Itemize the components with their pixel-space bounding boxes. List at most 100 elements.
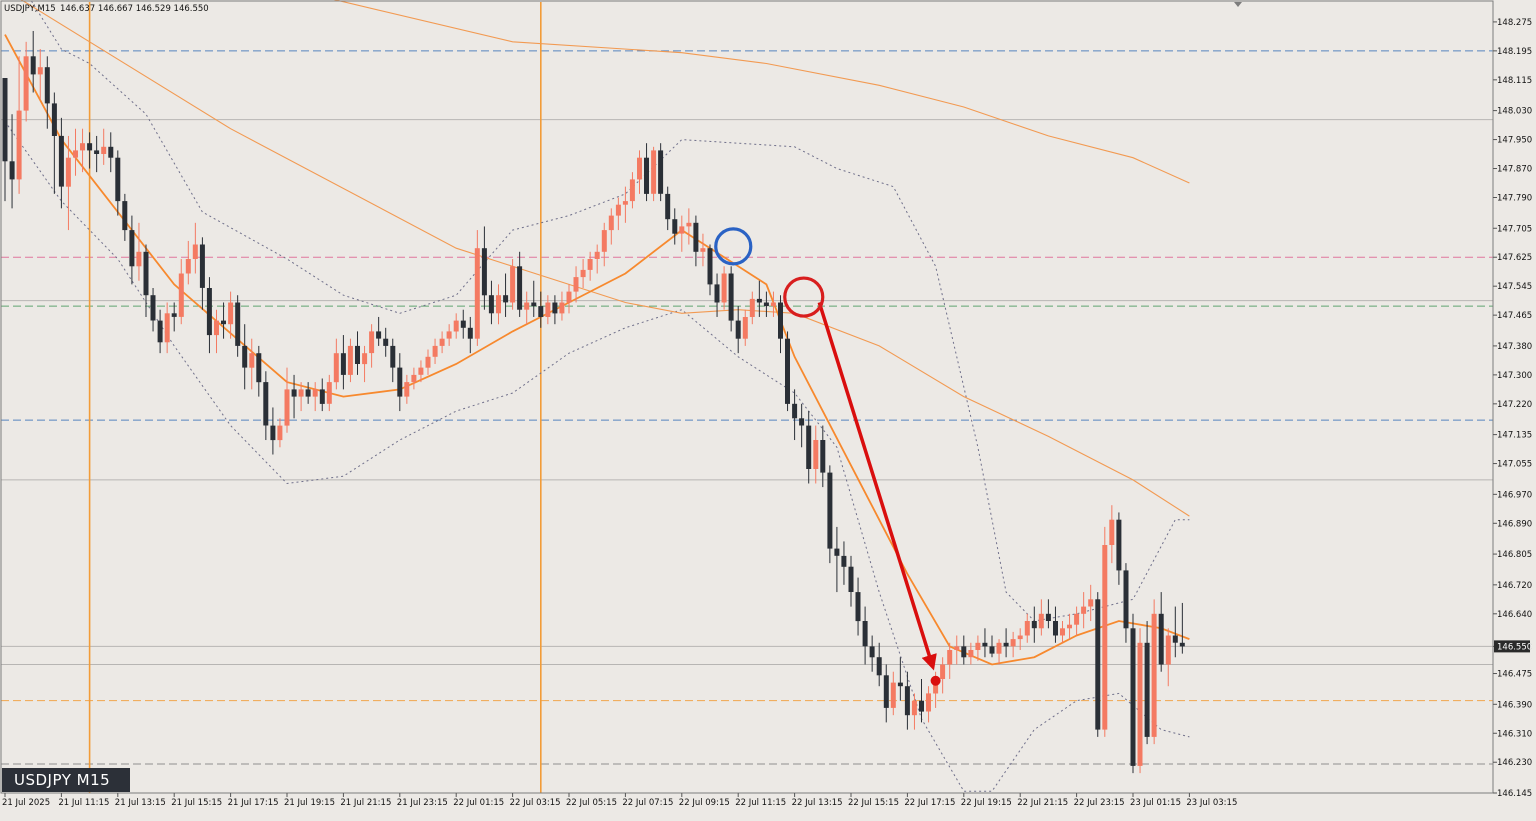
candle xyxy=(185,240,191,285)
candle-body xyxy=(940,664,946,679)
candle-body xyxy=(841,555,847,567)
candle xyxy=(369,324,375,368)
candle xyxy=(432,338,438,365)
candle-body xyxy=(481,248,487,296)
candle-body xyxy=(1179,642,1185,647)
candle xyxy=(594,244,600,274)
candle xyxy=(700,233,706,267)
candle xyxy=(1158,592,1164,672)
price-tick-label: 146.970 xyxy=(1497,490,1532,500)
candle xyxy=(1102,526,1108,737)
candle-body xyxy=(763,302,769,307)
candle xyxy=(996,639,1002,665)
candle xyxy=(686,208,692,245)
candle xyxy=(524,291,530,325)
price-tick-label: 148.030 xyxy=(1497,107,1532,117)
candle-body xyxy=(474,248,480,339)
candle xyxy=(1151,599,1157,745)
candle-body xyxy=(1095,599,1101,730)
candle xyxy=(1045,599,1051,629)
candle-body xyxy=(30,56,36,75)
candle xyxy=(770,291,776,317)
candle xyxy=(785,331,790,412)
candle xyxy=(73,128,78,176)
candle-body xyxy=(256,353,262,383)
price-tick-label: 147.220 xyxy=(1497,400,1532,410)
chart-header-title: USDJPY,M15 xyxy=(4,4,56,14)
candle xyxy=(580,259,586,288)
candle xyxy=(312,382,318,412)
candle xyxy=(721,266,727,310)
price-tick-label: 147.135 xyxy=(1497,431,1532,441)
target-dot xyxy=(930,675,941,686)
time-axis[interactable]: 21 Jul 2025 21 Jul 11:15 21 Jul 13:15 21 Ju… xyxy=(0,793,1494,817)
time-tick-label: 21 Jul 11:15 xyxy=(58,798,109,808)
candle xyxy=(531,280,537,317)
price-tick-label: 146.805 xyxy=(1497,550,1532,560)
candle-body xyxy=(1031,621,1037,629)
candle-body xyxy=(1017,635,1023,640)
price-tick-label: 147.625 xyxy=(1497,253,1532,263)
candle xyxy=(1088,584,1094,622)
candle xyxy=(460,309,466,339)
candle-body xyxy=(559,302,565,314)
candle-body xyxy=(658,150,664,194)
candle-body xyxy=(1144,642,1150,737)
candle-body xyxy=(404,382,410,397)
candle xyxy=(228,291,234,339)
candle xyxy=(1095,592,1101,737)
candle-body xyxy=(369,331,375,354)
candle-body xyxy=(291,389,297,397)
candle xyxy=(1081,592,1087,629)
candle xyxy=(178,259,184,325)
candle-body xyxy=(108,146,114,158)
candle-body xyxy=(460,320,466,328)
price-tick-label: 146.310 xyxy=(1497,729,1532,739)
candle-body xyxy=(44,67,50,104)
candle-body xyxy=(517,266,523,310)
candle xyxy=(87,132,93,169)
candle xyxy=(355,331,360,375)
candle-body xyxy=(651,150,657,194)
price-tick-label: 147.790 xyxy=(1497,193,1532,203)
price-axis[interactable]: 148.275 148.195 148.115 148.030 147.950 147.8… xyxy=(1493,0,1536,817)
candle xyxy=(340,335,346,390)
candle xyxy=(242,324,248,390)
candle-body xyxy=(608,215,614,231)
candle xyxy=(763,291,769,317)
time-tick-label: 21 Jul 19:15 xyxy=(284,798,335,808)
time-tick-label: 22 Jul 19:15 xyxy=(961,798,1012,808)
candle-body xyxy=(862,621,868,647)
price-tick-label: 146.475 xyxy=(1497,670,1532,680)
candle xyxy=(517,251,523,317)
candle-body xyxy=(397,367,403,397)
candle-body xyxy=(524,302,530,310)
candle-body xyxy=(270,425,276,441)
candle-body xyxy=(362,353,368,365)
candle xyxy=(834,526,840,593)
price-tick-label: 146.390 xyxy=(1497,700,1532,710)
candle-body xyxy=(467,327,473,339)
candle-body xyxy=(693,222,699,252)
candle xyxy=(954,635,960,665)
candle-body xyxy=(580,269,586,278)
candle-body xyxy=(58,135,64,187)
candle-body xyxy=(968,650,974,658)
candle-body xyxy=(1165,635,1171,665)
shift-marker-icon[interactable] xyxy=(1234,2,1242,7)
time-tick-label: 22 Jul 23:15 xyxy=(1074,798,1125,808)
time-tick-label: 22 Jul 05:15 xyxy=(566,798,617,808)
candle xyxy=(1109,505,1115,564)
red-circle-marker xyxy=(783,276,825,318)
candle xyxy=(37,49,43,100)
candle-body xyxy=(510,266,516,303)
candle xyxy=(552,295,558,325)
candle xyxy=(192,222,198,274)
candle-body xyxy=(707,248,713,285)
candle xyxy=(214,309,219,354)
candle-body xyxy=(150,295,156,321)
candle xyxy=(157,309,163,354)
candle-body xyxy=(538,306,544,317)
